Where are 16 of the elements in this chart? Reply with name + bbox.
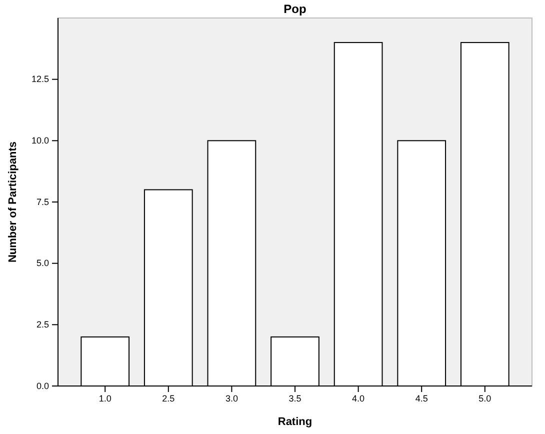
x-tick-label: 1.0 [98, 393, 112, 404]
x-tick-label: 2.5 [162, 393, 175, 404]
y-tick-label: 12.5 [31, 74, 49, 84]
x-tick-label: 3.0 [225, 393, 238, 404]
x-tick-label: 3.5 [288, 393, 302, 404]
y-tick-label: 2.5 [36, 320, 49, 330]
y-tick-label: 5.0 [36, 258, 49, 268]
x-tick-label: 4.0 [352, 393, 365, 404]
x-tick-label: 4.5 [415, 393, 428, 404]
y-axis-title: Number of Participants [7, 141, 19, 263]
chart-title: Pop [284, 2, 306, 16]
y-tick-label: 7.5 [36, 196, 49, 207]
y-tick-label: 10.0 [31, 136, 49, 146]
y-tick-label: 0.0 [36, 380, 49, 391]
x-axis-title: Rating [278, 416, 312, 428]
x-tick-label: 5.0 [478, 393, 492, 404]
